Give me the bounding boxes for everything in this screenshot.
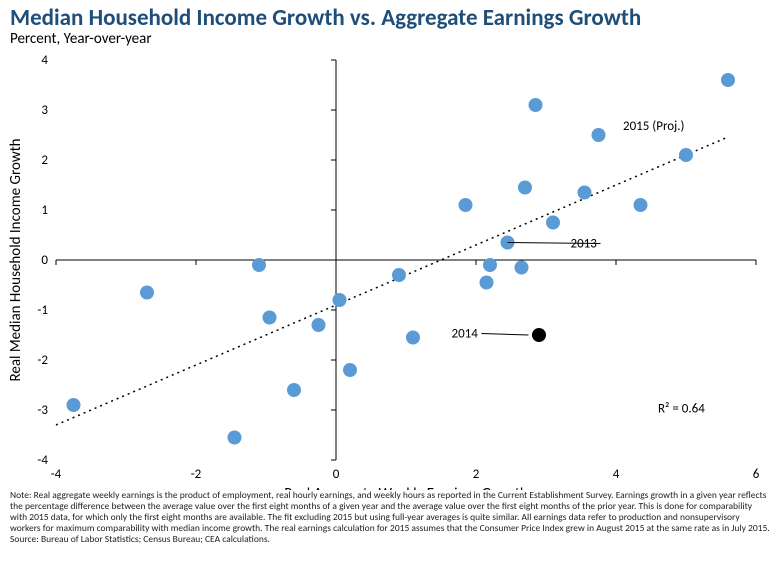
data-point: [529, 98, 543, 112]
data-point: [343, 363, 357, 377]
y-tick-label: 2: [41, 153, 48, 168]
chart-footnote: Note: Real aggregate weekly earnings is …: [10, 490, 770, 545]
annotation-label: 2014: [452, 327, 479, 342]
y-tick-label: 0: [41, 253, 48, 268]
data-point: [578, 186, 592, 200]
data-point: [592, 128, 606, 142]
y-tick-label: -3: [37, 403, 48, 418]
trendline: [56, 137, 728, 425]
data-point: [721, 73, 735, 87]
annotation-leader: [482, 334, 529, 336]
y-tick-label: 4: [41, 53, 48, 68]
source-text: Source: Bureau of Labor Statistics; Cens…: [10, 533, 270, 545]
data-point: [679, 148, 693, 162]
data-point: [518, 181, 532, 195]
data-point: [333, 293, 347, 307]
x-tick-label: -2: [191, 467, 202, 482]
y-axis-label: Real Median Household Income Growth: [7, 139, 25, 382]
y-tick-label: -1: [37, 303, 48, 318]
y-tick-label: 3: [41, 103, 48, 118]
data-point: [140, 286, 154, 300]
data-point: [480, 276, 494, 290]
annotation-label: 2015 (Proj.): [623, 119, 684, 134]
annotation-label: 2013: [571, 237, 598, 252]
x-tick-label: 6: [753, 467, 760, 482]
data-point: [546, 216, 560, 230]
x-tick-label: -4: [51, 467, 62, 482]
x-tick-label: 0: [333, 467, 340, 482]
scatter-chart: Median Household Income Growth vs. Aggre…: [0, 0, 780, 565]
y-tick-label: -2: [37, 353, 48, 368]
data-point: [483, 258, 497, 272]
data-point: [263, 311, 277, 325]
x-tick-label: 4: [613, 467, 620, 482]
x-tick-label: 2: [473, 467, 480, 482]
footnote-text: Note: Real aggregate weekly earnings is …: [10, 489, 770, 534]
data-point: [312, 318, 326, 332]
data-point: [392, 268, 406, 282]
data-point: [459, 198, 473, 212]
y-tick-label: 1: [41, 203, 48, 218]
data-point: [634, 198, 648, 212]
data-point: [287, 383, 301, 397]
r-squared-label: R² = 0.64: [658, 402, 705, 417]
data-point: [252, 258, 266, 272]
y-tick-label: -4: [37, 453, 48, 468]
data-point: [515, 261, 529, 275]
data-point-highlight: [532, 328, 546, 342]
data-point: [406, 331, 420, 345]
data-point: [228, 431, 242, 445]
plot-area: -4-20246-4-3-2-101234Real Aggregate Week…: [0, 0, 780, 490]
data-point: [67, 398, 81, 412]
